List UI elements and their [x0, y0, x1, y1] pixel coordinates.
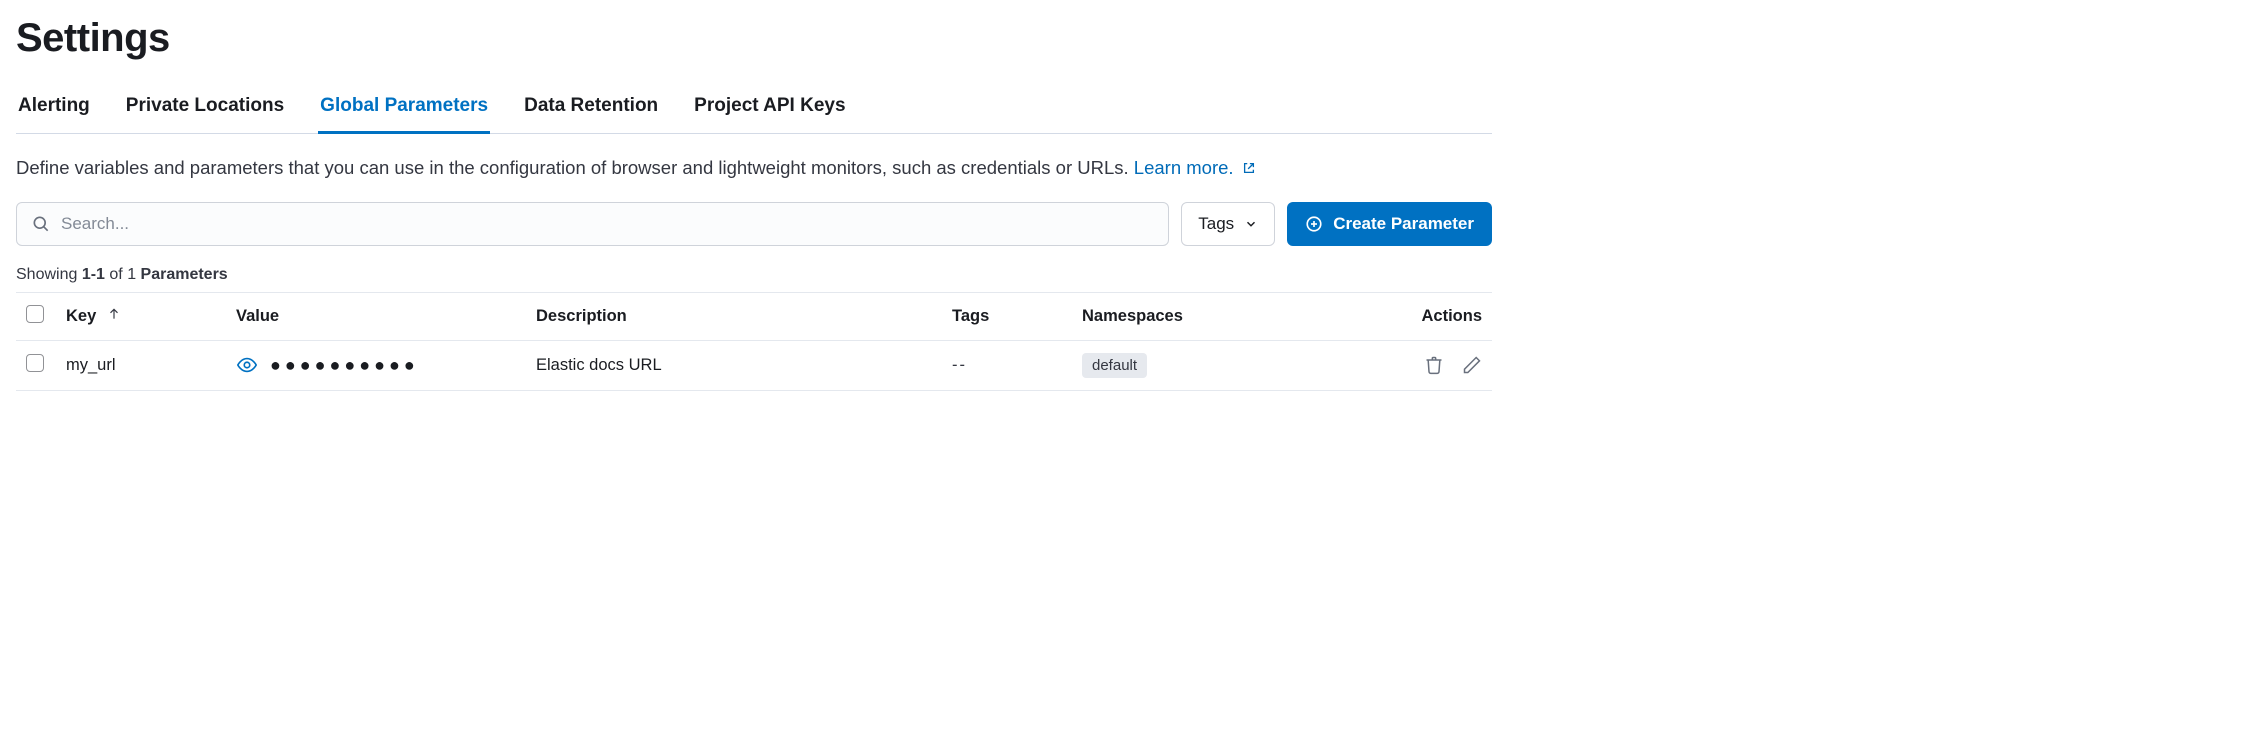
- column-header-description[interactable]: Description: [526, 292, 942, 340]
- sort-ascending-icon: [107, 307, 121, 326]
- eye-icon[interactable]: [236, 354, 258, 376]
- search-field-wrap[interactable]: [16, 202, 1169, 246]
- description-text: Define variables and parameters that you…: [16, 157, 1134, 178]
- column-key-label: Key: [66, 307, 96, 325]
- tab-data-retention[interactable]: Data Retention: [522, 85, 660, 134]
- chevron-down-icon: [1244, 217, 1258, 231]
- tags-filter-label: Tags: [1198, 214, 1234, 234]
- page-description: Define variables and parameters that you…: [16, 154, 1492, 182]
- count-range: 1-1: [82, 266, 105, 283]
- count-prefix: Showing: [16, 266, 82, 283]
- plus-circle-icon: [1305, 215, 1323, 233]
- cell-description: Elastic docs URL: [526, 340, 942, 390]
- search-input[interactable]: [61, 214, 1154, 234]
- table-row: my_url ●●●●●●●●●● Elastic docs URL -- de…: [16, 340, 1492, 390]
- learn-more-label: Learn more.: [1134, 157, 1234, 178]
- cell-value: ●●●●●●●●●●: [236, 354, 516, 376]
- trash-icon[interactable]: [1424, 355, 1444, 375]
- settings-tabs: Alerting Private Locations Global Parame…: [16, 85, 1492, 134]
- tab-global-parameters[interactable]: Global Parameters: [318, 85, 490, 134]
- column-header-value[interactable]: Value: [226, 292, 526, 340]
- learn-more-link[interactable]: Learn more.: [1134, 157, 1256, 178]
- count-suffix: Parameters: [141, 266, 228, 283]
- pencil-icon[interactable]: [1462, 355, 1482, 375]
- page-title: Settings: [16, 16, 1492, 61]
- create-parameter-label: Create Parameter: [1333, 214, 1474, 234]
- namespace-badge: default: [1082, 353, 1147, 378]
- column-header-tags[interactable]: Tags: [942, 292, 1072, 340]
- column-header-key[interactable]: Key: [56, 292, 226, 340]
- cell-key: my_url: [56, 340, 226, 390]
- external-link-icon: [1242, 161, 1256, 175]
- column-header-namespaces[interactable]: Namespaces: [1072, 292, 1392, 340]
- select-all-checkbox[interactable]: [26, 305, 44, 323]
- row-actions: [1402, 355, 1482, 375]
- cell-tags: --: [952, 356, 967, 374]
- create-parameter-button[interactable]: Create Parameter: [1287, 202, 1492, 246]
- row-checkbox[interactable]: [26, 354, 44, 372]
- results-count: Showing 1-1 of 1 Parameters: [16, 266, 1492, 284]
- controls-row: Tags Create Parameter: [16, 202, 1492, 246]
- tab-project-api-keys[interactable]: Project API Keys: [692, 85, 847, 134]
- search-icon: [31, 214, 51, 234]
- column-header-actions: Actions: [1392, 292, 1492, 340]
- parameters-table: Key Value Description Tags Namespaces Ac…: [16, 292, 1492, 391]
- tab-alerting[interactable]: Alerting: [16, 85, 92, 134]
- tab-private-locations[interactable]: Private Locations: [124, 85, 286, 134]
- count-middle: of 1: [105, 266, 141, 283]
- tags-filter-button[interactable]: Tags: [1181, 202, 1275, 246]
- masked-value: ●●●●●●●●●●: [270, 355, 419, 376]
